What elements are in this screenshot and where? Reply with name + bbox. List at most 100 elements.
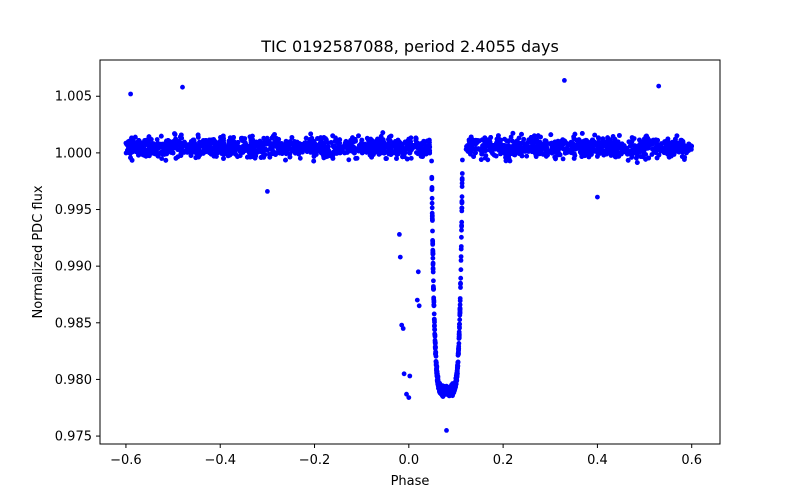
data-point [159, 156, 165, 162]
data-point [473, 141, 479, 147]
data-point [610, 141, 616, 147]
data-point [554, 141, 560, 147]
data-point [289, 135, 295, 140]
data-point [507, 158, 513, 164]
data-point [553, 156, 558, 162]
data-point [447, 385, 453, 391]
data-point [429, 158, 434, 164]
data-point [146, 134, 152, 140]
data-point [434, 364, 440, 370]
data-point [401, 146, 407, 152]
data-point [634, 160, 640, 166]
data-point [597, 147, 603, 153]
data-point [457, 325, 462, 331]
data-point [529, 149, 535, 155]
data-point [432, 327, 438, 333]
data-point [387, 148, 393, 154]
data-point [397, 254, 403, 260]
y-tick-label: 1.000 [55, 146, 92, 161]
data-point [170, 146, 175, 152]
data-point [162, 142, 167, 147]
data-point [358, 141, 364, 146]
data-point [471, 154, 476, 160]
data-point [579, 151, 584, 157]
y-axis-label: Normalized PDC flux [31, 185, 46, 318]
data-point [250, 140, 256, 146]
data-point [433, 359, 439, 364]
data-point [510, 138, 515, 144]
data-point [549, 150, 555, 156]
data-point [376, 151, 382, 157]
data-point [235, 140, 241, 145]
data-point [675, 147, 680, 153]
data-point [328, 140, 334, 145]
data-point [459, 180, 465, 186]
data-point [150, 141, 156, 147]
data-point [537, 139, 543, 145]
data-point [306, 147, 312, 152]
data-point [519, 131, 524, 137]
data-point [455, 366, 460, 372]
data-point [429, 195, 435, 201]
data-point [483, 148, 488, 154]
data-point [427, 140, 432, 145]
data-point [420, 154, 425, 160]
data-point [311, 158, 317, 164]
data-point [592, 132, 598, 138]
data-point [688, 145, 694, 151]
data-point [579, 131, 585, 136]
data-point [413, 135, 419, 141]
data-point [583, 144, 589, 150]
data-point [427, 150, 433, 156]
data-point [449, 392, 455, 398]
data-point [172, 131, 177, 137]
data-point [369, 154, 374, 160]
data-point [283, 151, 289, 157]
data-point [316, 148, 321, 154]
data-point [625, 157, 631, 163]
data-point [330, 133, 336, 139]
data-point [638, 143, 644, 149]
data-point [242, 136, 248, 142]
data-point [400, 326, 406, 331]
data-point [423, 151, 429, 157]
chart-title: TIC 0192587088, period 2.4055 days [260, 37, 559, 56]
data-point [221, 156, 226, 161]
data-point [437, 383, 442, 389]
y-tick-label: 0.975 [55, 430, 92, 445]
data-point [251, 147, 256, 153]
data-point [178, 151, 184, 157]
data-point [303, 142, 308, 147]
data-point [682, 143, 687, 149]
data-point [365, 144, 371, 150]
data-point [283, 157, 288, 163]
data-point [506, 138, 512, 144]
data-point [432, 346, 438, 351]
data-point [430, 251, 436, 256]
x-tick-label: 0.0 [398, 453, 419, 468]
data-point [451, 387, 457, 393]
data-point [333, 150, 339, 156]
data-point [247, 151, 253, 157]
data-point [432, 332, 438, 338]
data-point [370, 140, 376, 146]
data-point [459, 227, 464, 233]
data-point [435, 375, 441, 381]
data-point [644, 133, 649, 139]
data-point [599, 139, 605, 145]
data-point [351, 139, 357, 145]
data-point [562, 150, 568, 156]
data-point [414, 150, 419, 156]
data-point [265, 189, 270, 194]
data-point [661, 150, 667, 156]
data-point [588, 140, 594, 146]
data-point [193, 155, 199, 161]
data-point [653, 139, 658, 145]
data-point [478, 157, 484, 163]
data-point [133, 140, 139, 146]
data-point [430, 265, 436, 271]
data-point [338, 147, 344, 153]
data-point [458, 254, 464, 259]
data-point [288, 146, 294, 152]
data-point [629, 135, 635, 140]
